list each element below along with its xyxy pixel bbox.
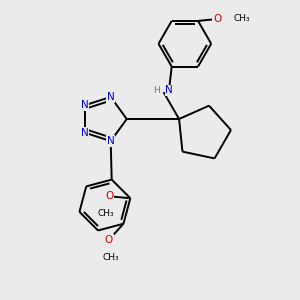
Text: O: O [105, 235, 113, 245]
Text: N: N [165, 85, 173, 95]
Text: CH₃: CH₃ [102, 254, 119, 262]
Text: N: N [107, 136, 115, 146]
Text: O: O [213, 14, 221, 24]
Text: N: N [107, 92, 115, 102]
Text: CH₃: CH₃ [234, 14, 250, 23]
Text: N: N [81, 100, 88, 110]
Text: CH₃: CH₃ [98, 209, 114, 218]
Text: O: O [105, 191, 113, 201]
Text: H: H [153, 86, 160, 95]
Text: N: N [81, 128, 88, 138]
